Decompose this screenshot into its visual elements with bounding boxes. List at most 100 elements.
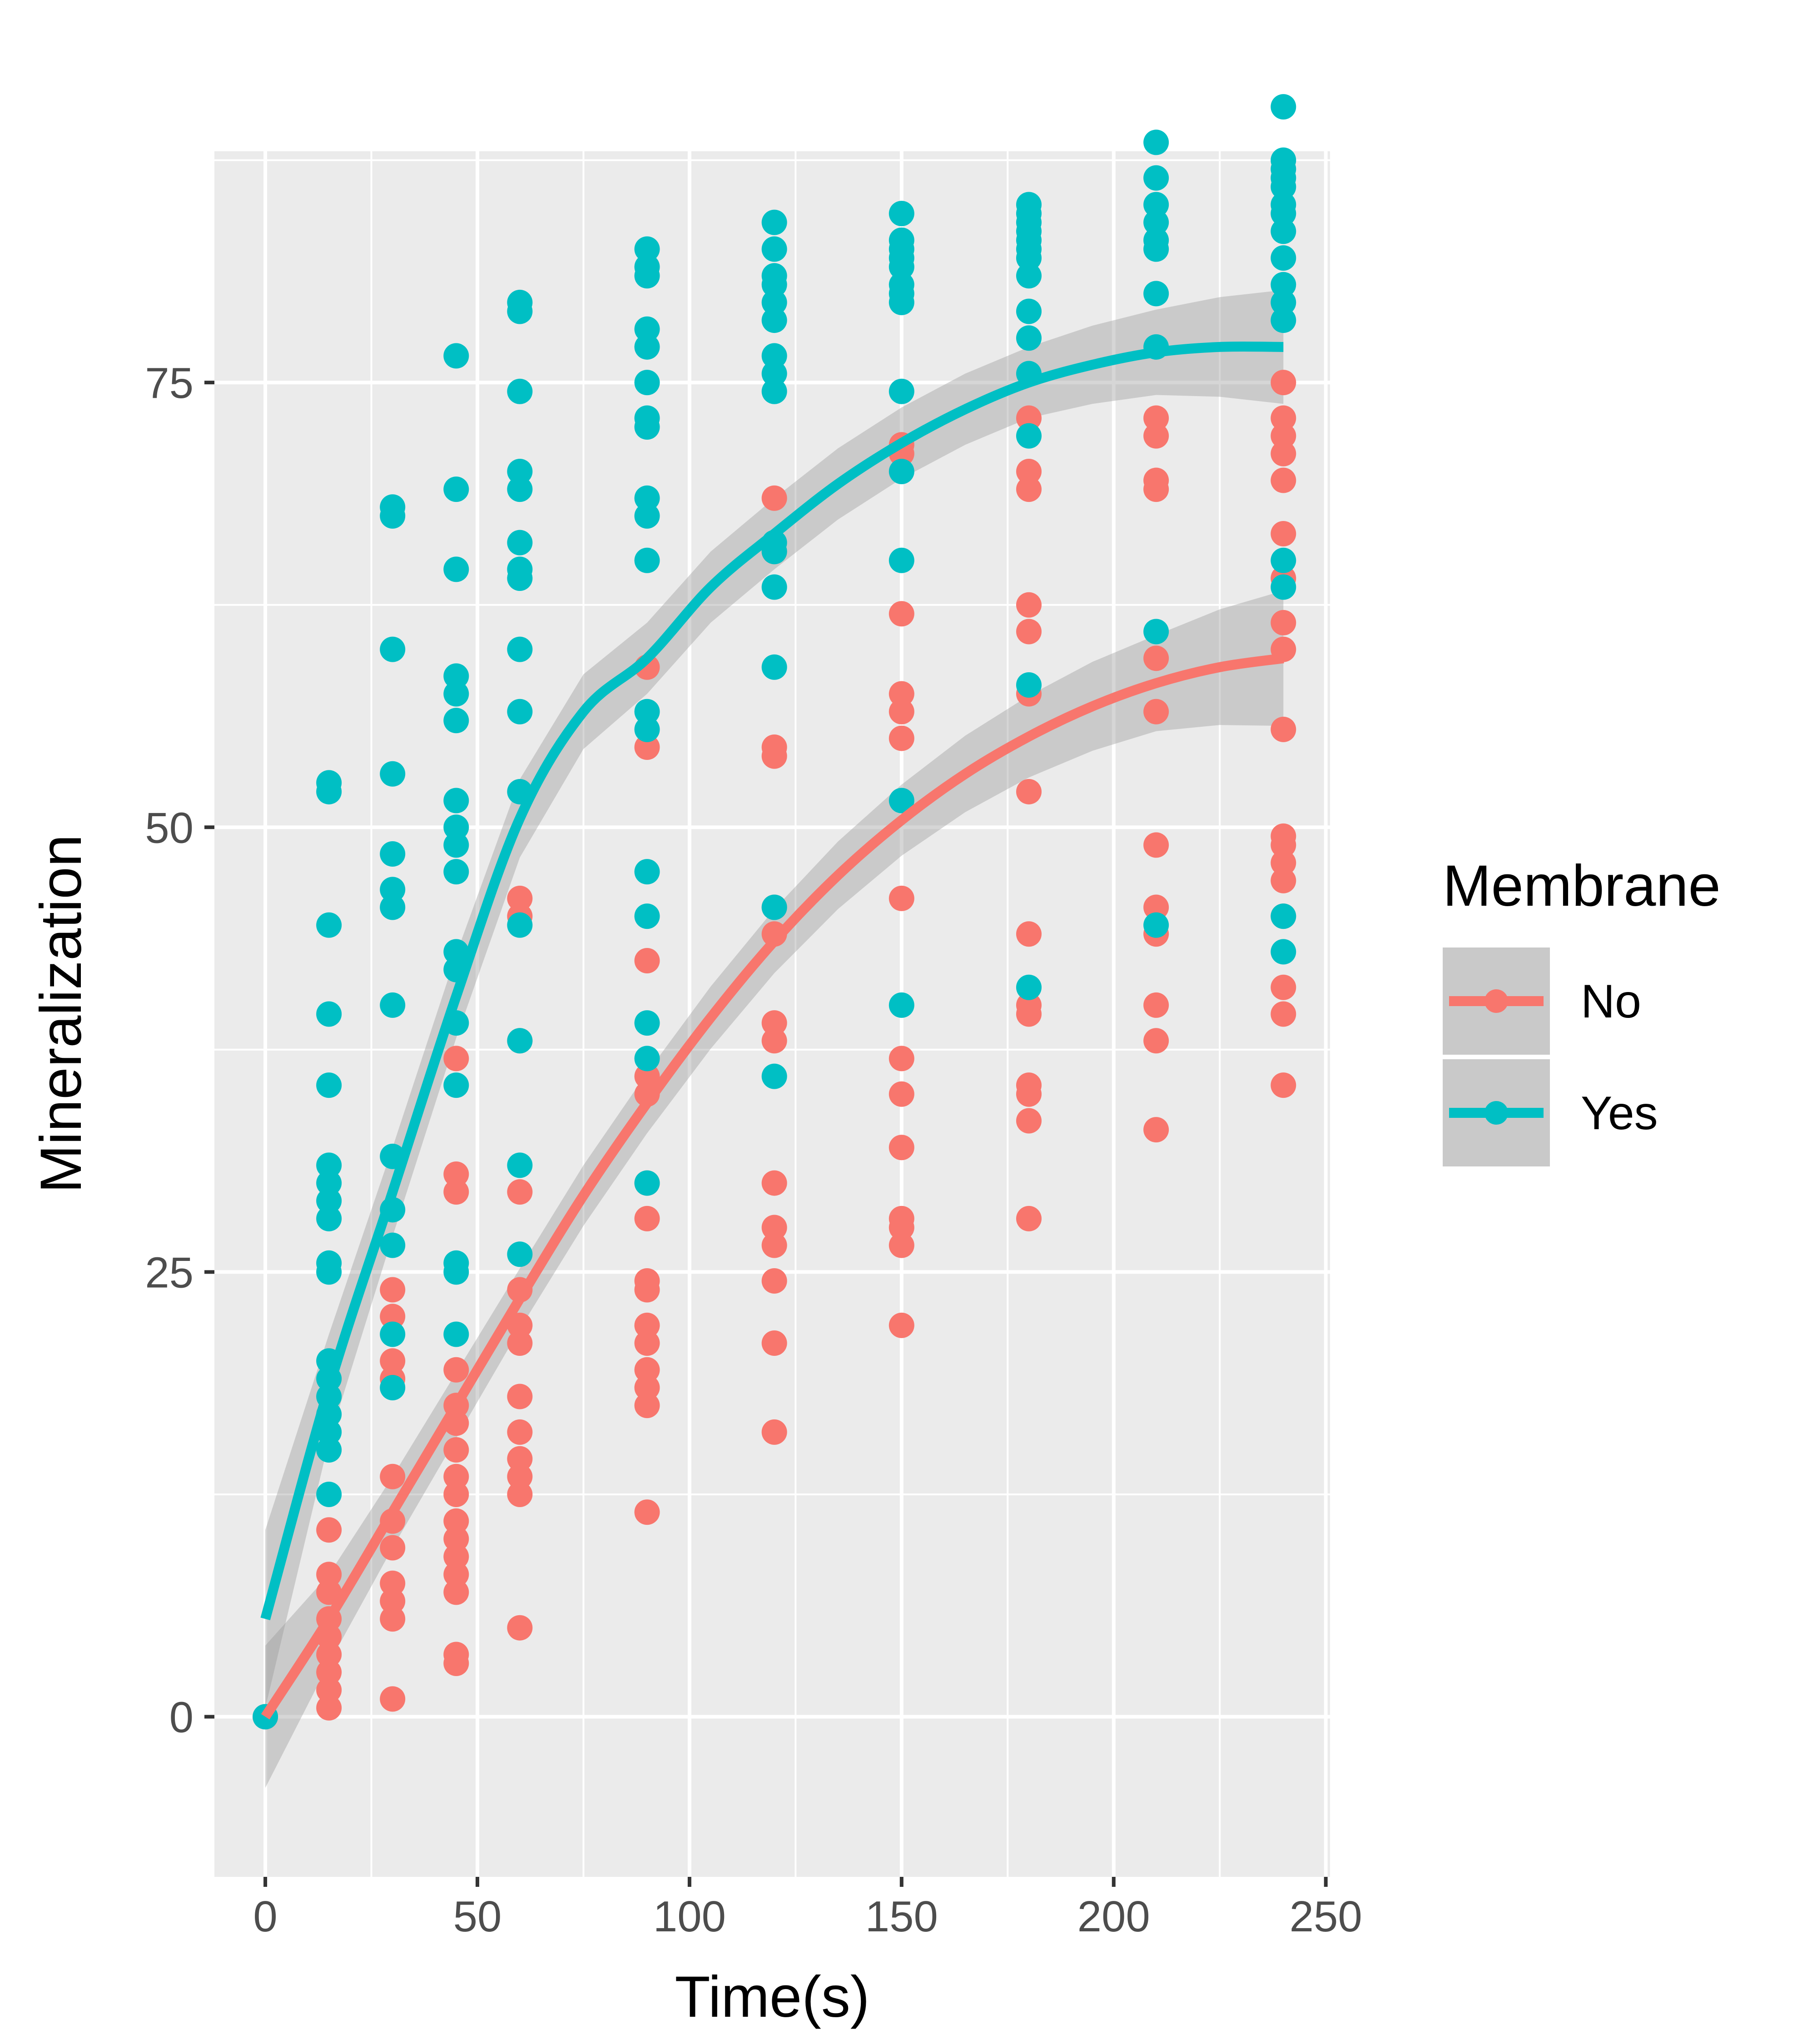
point-yes (316, 1170, 342, 1196)
point-yes (1271, 308, 1296, 333)
point-no (507, 1464, 533, 1489)
confidence-band-yes (265, 290, 1284, 1708)
point-yes (1271, 218, 1296, 244)
point-yes (761, 308, 787, 333)
point-yes (443, 476, 469, 502)
point-yes (761, 1063, 787, 1089)
point-yes (889, 992, 914, 1018)
point-no (634, 1393, 660, 1419)
point-yes (1016, 672, 1042, 698)
point-no (1143, 699, 1169, 724)
x-axis-title: Time(s) (675, 1965, 870, 2029)
smooth-lines (260, 341, 1284, 1720)
point-yes (443, 859, 469, 885)
point-yes (380, 992, 406, 1018)
y-tick-label: 25 (145, 1248, 194, 1297)
point-no (1271, 610, 1296, 635)
point-no (443, 1464, 469, 1489)
point-yes (889, 201, 914, 227)
confidence-bands (265, 290, 1284, 1788)
point-yes (634, 503, 660, 529)
point-yes (1143, 129, 1169, 155)
point-no (761, 1330, 787, 1356)
point-yes (1143, 165, 1169, 191)
smooth-line-yes (260, 341, 1284, 1621)
point-no (889, 725, 914, 751)
point-yes (316, 1481, 342, 1507)
point-yes (507, 458, 533, 484)
point-no (1271, 405, 1296, 431)
point-no (1143, 992, 1169, 1018)
point-yes (634, 699, 660, 724)
point-no (1016, 592, 1042, 618)
legend-item-no: No (1443, 948, 1641, 1055)
point-no (380, 1304, 406, 1330)
point-yes (761, 654, 787, 680)
point-no (1271, 823, 1296, 849)
point-yes (634, 405, 660, 431)
point-no (634, 1330, 660, 1356)
point-no (761, 1268, 787, 1294)
y-tick-label: 50 (145, 804, 194, 852)
point-yes (1016, 423, 1042, 449)
point-no (1271, 716, 1296, 742)
y-axis: 0 25 50 75 (145, 359, 214, 1742)
point-yes (507, 1028, 533, 1054)
point-no (443, 1357, 469, 1383)
point-yes (443, 556, 469, 582)
point-yes (634, 716, 660, 742)
point-no (634, 1063, 660, 1089)
point-no (634, 948, 660, 974)
point-yes (507, 912, 533, 938)
point-yes (634, 334, 660, 360)
point-yes (1271, 574, 1296, 600)
point-no (507, 1419, 533, 1445)
point-yes (1271, 939, 1296, 965)
point-no (889, 681, 914, 707)
point-no (380, 1570, 406, 1596)
point-no (889, 1135, 914, 1161)
point-no (1016, 458, 1042, 484)
point-no (1143, 405, 1169, 431)
point-yes (1271, 245, 1296, 271)
point-yes (380, 1232, 406, 1258)
point-yes (380, 894, 406, 920)
point-yes (443, 788, 469, 814)
point-yes (443, 343, 469, 369)
x-tick-label: 200 (1077, 1892, 1150, 1941)
point-no (507, 1481, 533, 1507)
point-no (443, 1508, 469, 1534)
point-yes (889, 458, 914, 484)
point-yes (1016, 263, 1042, 289)
point-yes (761, 894, 787, 920)
point-no (380, 1277, 406, 1303)
point-yes (507, 1152, 533, 1178)
point-yes (443, 832, 469, 858)
point-yes (443, 814, 469, 840)
point-yes (443, 1072, 469, 1098)
point-no (443, 1179, 469, 1205)
point-no (1143, 832, 1169, 858)
point-no (1143, 423, 1169, 449)
point-yes (1143, 192, 1169, 218)
point-yes (889, 788, 914, 814)
point-yes (1016, 974, 1042, 1000)
point-no (761, 1215, 787, 1240)
legend-label-no: No (1581, 975, 1641, 1028)
point-yes (316, 1206, 342, 1231)
point-no (316, 1677, 342, 1703)
point-no (443, 1526, 469, 1552)
point-no (1143, 894, 1169, 920)
point-yes (380, 1321, 406, 1347)
point-yes (1016, 298, 1042, 324)
point-yes (634, 1170, 660, 1196)
point-yes (1016, 192, 1042, 218)
point-no (889, 1046, 914, 1072)
point-no (316, 1659, 342, 1685)
point-no (1016, 476, 1042, 502)
point-yes (634, 1010, 660, 1036)
point-yes (380, 761, 406, 787)
y-tick-label: 0 (169, 1693, 194, 1742)
confidence-band-no (265, 590, 1284, 1788)
legend-title: Membrane (1443, 853, 1721, 918)
